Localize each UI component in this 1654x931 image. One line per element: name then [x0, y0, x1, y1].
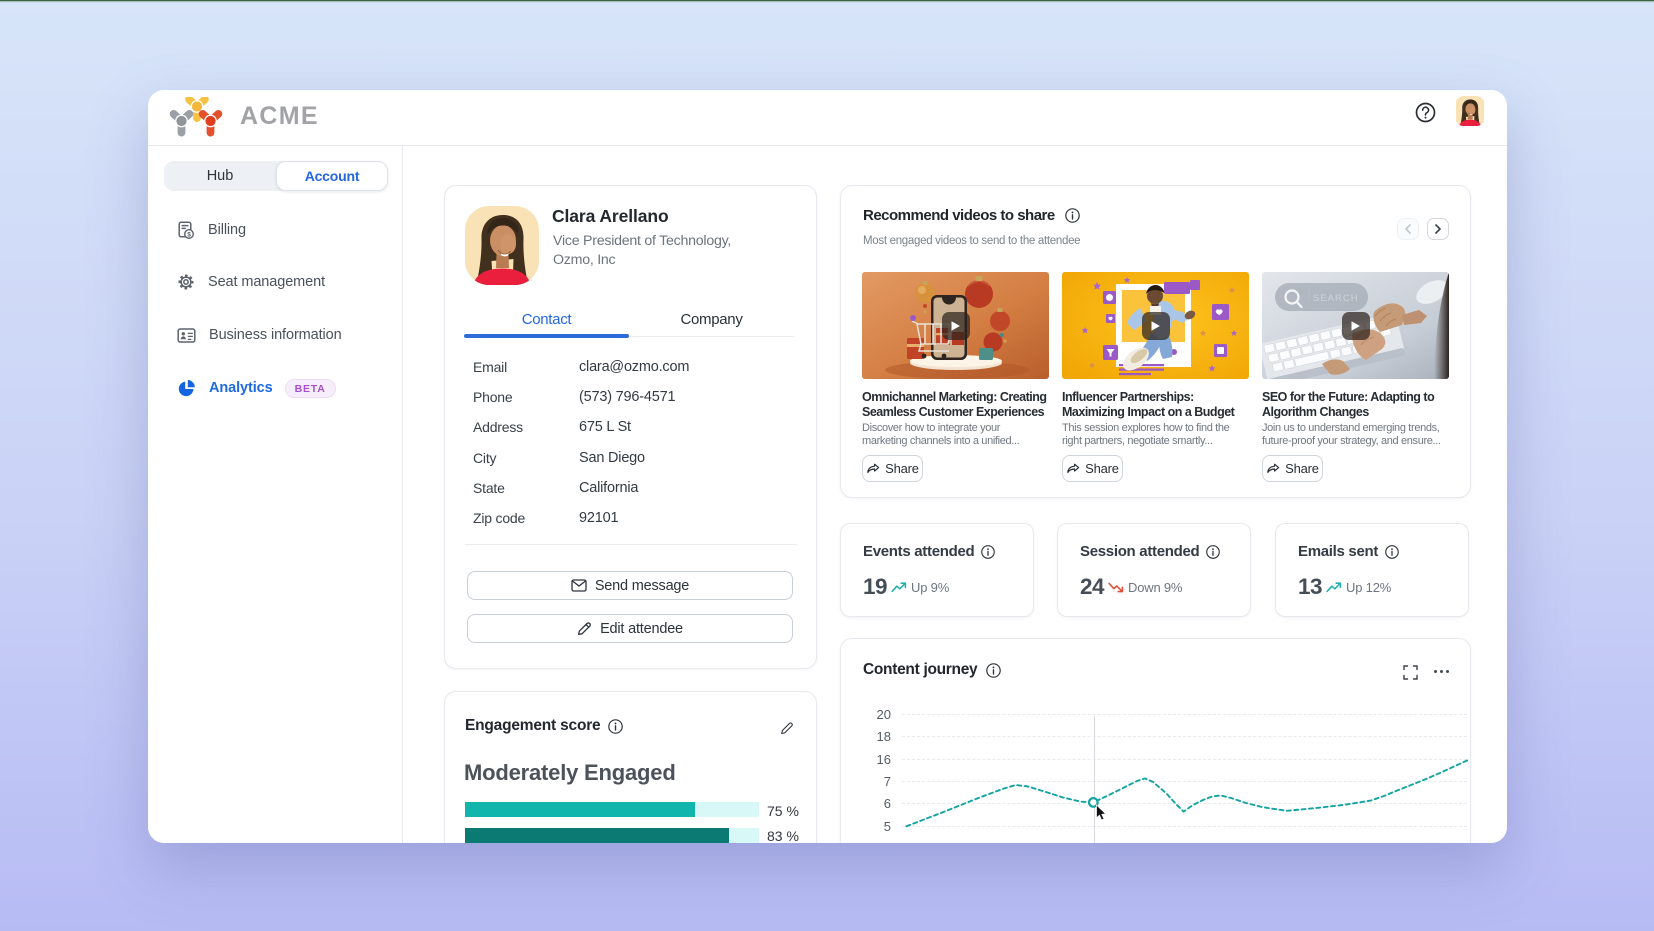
svg-text:SEARCH: SEARCH — [1313, 293, 1359, 304]
svg-text:$: $ — [187, 231, 191, 238]
